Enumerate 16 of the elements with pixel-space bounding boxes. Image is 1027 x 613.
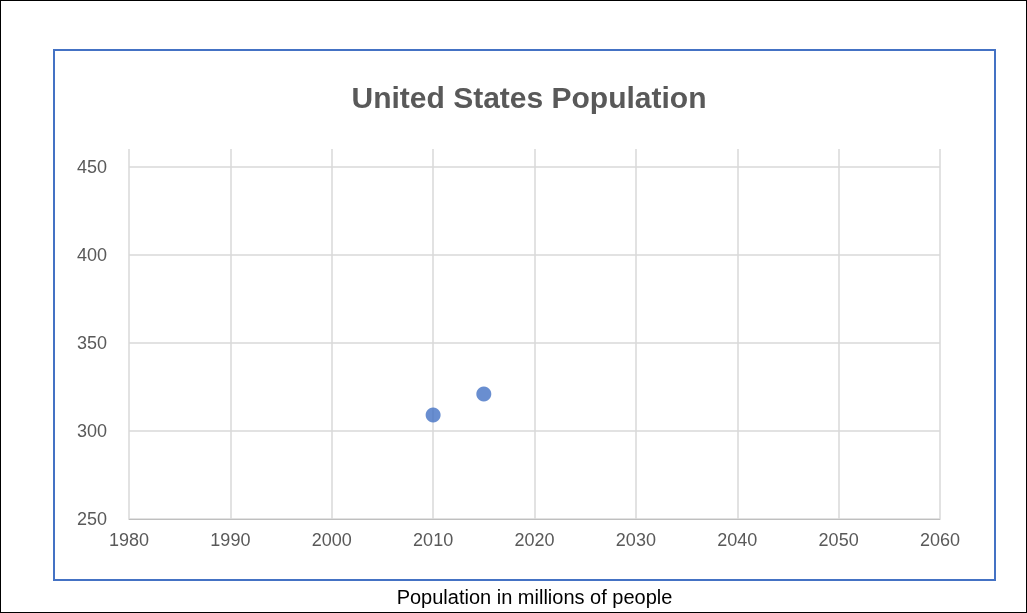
x-tick-label: 2010	[413, 530, 454, 550]
x-tick-label: 2050	[818, 530, 859, 550]
y-tick-label: 350	[76, 332, 107, 353]
x-tick-label: 2030	[615, 530, 656, 550]
x-axis-title: Population in millions of people	[396, 586, 673, 608]
y-tick-label: 250	[76, 509, 107, 529]
y-tick-label: 400	[76, 244, 107, 265]
x-tick-label: 2040	[717, 530, 758, 550]
x-tick-label: 2060	[919, 530, 961, 550]
x-tick-label: 1980	[108, 530, 150, 550]
x-tick-label: 1990	[210, 530, 251, 550]
y-tick-label: 300	[76, 420, 107, 441]
x-tick-label: 2000	[311, 530, 352, 550]
chart-title: United States Population	[351, 80, 707, 114]
x-tick-label: 2020	[514, 530, 555, 550]
y-tick-label: 450	[76, 156, 107, 177]
